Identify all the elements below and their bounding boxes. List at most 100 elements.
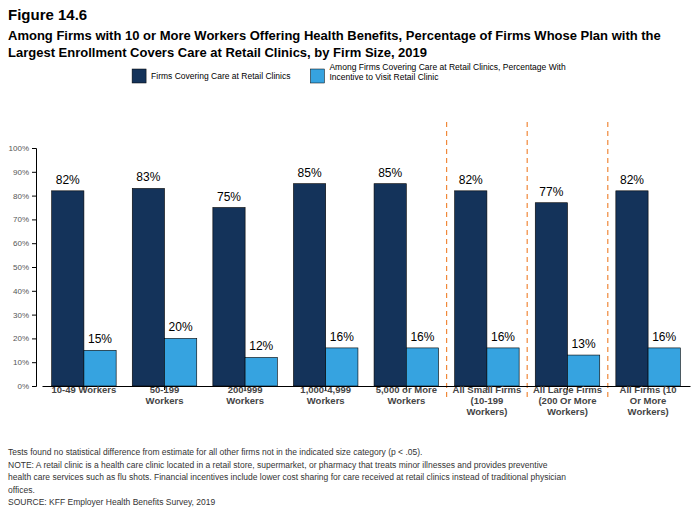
text-line: Workers [146,395,184,406]
text-line: 10-49 Workers [52,384,117,395]
text-line: All Firms (10 [620,384,677,395]
group-separator [446,122,447,398]
text-line: Largest Enrollment Covers Care at Retail… [8,45,427,60]
bars [52,184,681,386]
data-label: 82% [620,173,644,187]
subtitle: Among Firms with 10 or More Workers Offe… [8,28,661,60]
bar [406,348,438,386]
x-tick: All Large Firms(200 Or MoreWorkers) [533,384,602,417]
data-label: 12% [249,339,273,353]
y-tick: 80% [13,192,36,201]
legend-label: Among Firms Covering Care at Retail Clin… [329,62,565,82]
data-label: 16% [491,330,515,344]
note: NOTE: A retail clinic is a health care c… [8,460,566,495]
data-label: 75% [217,190,241,204]
x-tick: 200-999Workers [226,384,264,406]
data-label: 13% [572,337,596,351]
bar [616,191,648,386]
y-tick-mark [32,386,36,387]
y-tick-label: 100% [9,144,29,153]
y-tick-mark [32,148,36,149]
y-tick-label: 60% [13,239,29,248]
text-line: offices. [8,485,35,495]
bar [374,184,406,386]
data-label: 16% [330,330,354,344]
y-tick-label: 40% [13,287,29,296]
y-tick: 50% [13,263,36,272]
group-separator [607,122,608,398]
y-tick: 10% [13,358,36,367]
y-axis-line [32,149,37,387]
x-tick-label: All Firms (10Or MoreWorkers) [620,384,677,417]
x-tick-label: All Large Firms(200 Or MoreWorkers) [533,384,602,417]
separators [447,122,608,398]
y-tick-mark [32,243,36,244]
bar [165,338,197,386]
y-tick-mark [32,291,36,292]
legend-swatch [310,69,324,83]
note: Tests found no statistical difference fr… [8,447,422,457]
x-tick: 1,000-4,999Workers [300,384,351,406]
x-tick-label: All Small Firms(10-199Workers) [453,384,522,417]
bar [535,203,567,386]
x-tick-label: 50-199Workers [146,384,184,406]
text-line: NOTE: A retail clinic is a health care c… [8,460,548,470]
legend-swatch [132,69,146,83]
text-line: Workers [307,395,345,406]
chart: Figure 14.6 Among Firms with 10 or More W… [0,0,698,525]
data-label: 82% [56,173,80,187]
y-tick-label: 50% [13,263,29,272]
text-line: Among Firms with 10 or More Workers Offe… [8,28,661,43]
bar [648,348,680,386]
data-label: 83% [136,170,160,184]
x-axis: 10-49 Workers50-199Workers200-999Workers… [43,384,691,417]
y-tick-label: 90% [13,168,29,177]
data-label: 20% [169,320,193,334]
x-tick-label: 5,000 or MoreWorkers [376,384,437,406]
y-tick-mark [32,219,36,220]
text-line: Firms Covering Care at Retail Clinics [151,71,290,81]
text-line: Among Firms Covering Care at Retail Clin… [329,62,565,72]
text-line: 5,000 or More [376,384,437,395]
notes: Tests found no statistical difference fr… [8,447,566,507]
bar [293,184,325,386]
bar [84,350,116,386]
legend-item: Firms Covering Care at Retail Clinics [132,69,290,83]
y-tick-label: 30% [13,311,29,320]
bar [213,208,245,387]
text-line: 1,000-4,999 [300,384,351,395]
y-tick: 90% [13,168,36,177]
legend: Firms Covering Care at Retail Clinics Amo… [132,62,566,83]
y-tick: 20% [13,334,36,343]
data-labels: 82%83%75%85%85%82%77%82%15%20%12%16%16%1… [56,166,677,354]
text-line: All Large Firms [533,384,602,395]
y-tick: 40% [13,287,36,296]
y-tick: 30% [13,311,36,320]
y-tick-mark [32,196,36,197]
text-line: Workers [226,395,264,406]
note: SOURCE: KFF Employer Health Benefits Sur… [8,497,216,507]
x-tick-label: 200-999Workers [226,384,264,406]
y-tick: 100% [9,144,36,153]
text-line: Workers) [547,406,588,417]
title: Figure 14.6 [8,6,87,23]
y-tick-label: 20% [13,334,29,343]
x-tick: All Small Firms(10-199Workers) [453,384,522,417]
legend-label: Firms Covering Care at Retail Clinics [151,71,290,81]
data-label: 85% [298,166,322,180]
group-separator [527,122,528,398]
y-tick-label: 80% [13,192,29,201]
x-tick-label: 10-49 Workers [52,384,117,395]
y-tick-mark [32,315,36,316]
x-tick-label: 1,000-4,999Workers [300,384,351,406]
text-line: 50-199 [150,384,180,395]
y-tick-mark [32,267,36,268]
text-line: Workers) [628,406,669,417]
text-line: Or More [630,395,666,406]
y-tick-mark [32,338,36,339]
y-tick: 60% [13,239,36,248]
text-line: SOURCE: KFF Employer Health Benefits Sur… [8,497,216,507]
bar [455,191,487,386]
data-label: 82% [459,173,483,187]
data-label: 16% [410,330,434,344]
